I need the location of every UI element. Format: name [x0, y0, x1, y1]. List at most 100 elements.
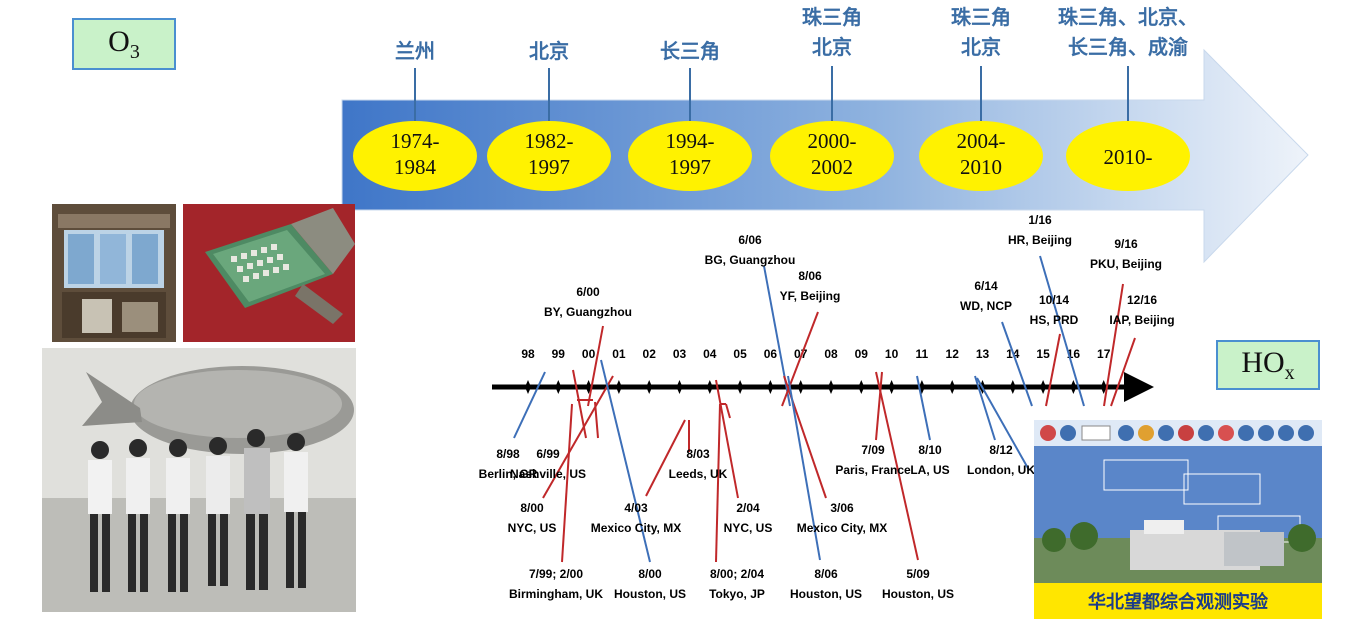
campaign-label: 7/09 Paris, France: [835, 443, 911, 477]
campaign-label-line: 2/04: [736, 501, 760, 515]
device-photo: [183, 204, 355, 342]
campaign-connector: [875, 371, 919, 561]
campaign-connector: [1039, 255, 1085, 407]
group-photo: [42, 348, 356, 612]
campaign-label-line: London, UK: [967, 463, 1035, 477]
year-tick-mark: [615, 380, 622, 394]
campaign-label: 9/16 PKU, Beijing: [1090, 237, 1162, 271]
campaign-label: 7/99; 2/00 Birmingham, UK: [509, 567, 603, 601]
o3-site-label: 珠三角、北京、: [1058, 5, 1198, 29]
campaign-connector: [1103, 283, 1124, 407]
campaign-connector: [513, 371, 546, 439]
o3-site-label: 兰州: [395, 39, 435, 63]
year-tick-label: 03: [673, 347, 687, 361]
year-tick-label: 00: [582, 347, 596, 361]
campaign-connector: [976, 377, 1030, 471]
year-tick-mark: [888, 380, 895, 394]
campaign-label-line: 12/16: [1127, 293, 1157, 307]
o3-period-label: 1997: [669, 155, 711, 179]
campaign-label-line: 8/98: [496, 447, 520, 461]
campaign-label: 8/12 London, UK: [967, 443, 1035, 477]
campaign-label-line: YF, Beijing: [780, 289, 841, 303]
year-tick-mark: [797, 380, 804, 394]
o3-period-ellipse: [353, 121, 477, 191]
o3-period-label: 1982-: [525, 129, 574, 153]
campaign-connector: [645, 419, 686, 497]
o3-period-label: 1984: [394, 155, 437, 179]
campaign-connector: [725, 403, 731, 419]
campaign-label: 8/98 Berlin, GR: [479, 447, 538, 481]
year-tick-label: 13: [976, 347, 990, 361]
o3-period-ellipse: [919, 121, 1043, 191]
campaign-label-line: Houston, US: [790, 587, 862, 601]
campaign-label-line: 9/16: [1114, 237, 1138, 251]
campaign-label-line: Mexico City, MX: [797, 521, 887, 535]
campaign-label: 8/06 YF, Beijing: [780, 269, 841, 303]
o3-site-label: 长三角、成渝: [1068, 35, 1189, 59]
campaign-label-line: 6/06: [738, 233, 762, 247]
campaign-connector: [787, 375, 821, 561]
campaign-label-line: IAP, Beijing: [1109, 313, 1174, 327]
campaign-label-line: 10/14: [1039, 293, 1069, 307]
o3-period-label: 2004-: [957, 129, 1006, 153]
campaign-label-line: HR, Beijing: [1008, 233, 1072, 247]
o3-site-label: 长三角: [660, 39, 720, 63]
campaign-connector: [715, 403, 721, 563]
o3-campaign-1: 北京 1982-1997: [487, 39, 611, 191]
o3-period-label: 1994-: [666, 129, 715, 153]
year-tick-mark: [1040, 380, 1047, 394]
o3-site-label: 北京: [812, 35, 852, 59]
campaign-label-line: WD, NCP: [960, 299, 1012, 313]
year-tick-label: 10: [885, 347, 899, 361]
campaign-label-line: Houston, US: [882, 587, 954, 601]
campaign-label-line: Houston, US: [614, 587, 686, 601]
campaign-label-line: 7/99; 2/00: [529, 567, 583, 581]
campaign-label: 8/10 LA, US: [910, 443, 949, 477]
year-tick-label: 09: [855, 347, 869, 361]
year-tick-mark: [767, 380, 774, 394]
campaign-connector: [1045, 333, 1061, 407]
campaign-label: 10/14 HS, PRD: [1030, 293, 1079, 327]
instrument-photo: [52, 204, 176, 342]
campaign-label-line: 8/10: [918, 443, 942, 457]
year-tick-label: 08: [824, 347, 838, 361]
year-tick-label: 11: [916, 347, 929, 361]
campaign-connector: [1001, 321, 1033, 407]
o3-period-label: 1974-: [391, 129, 440, 153]
campaign-label-line: Nashville, US: [510, 467, 586, 481]
campaign-label: 8/00; 2/04 Tokyo, JP: [709, 567, 765, 601]
campaign-label-line: 8/03: [686, 447, 710, 461]
year-tick-label: 12: [946, 347, 960, 361]
campaign-label: 8/00 NYC, US: [508, 501, 557, 535]
campaign-label: 6/00 BY, Guangzhou: [544, 285, 632, 319]
o3-site-label: 珠三角: [802, 5, 862, 29]
campaign-label: 1/16 HR, Beijing: [1008, 213, 1072, 247]
o3-period-ellipse: [487, 121, 611, 191]
o3-period-ellipse: [628, 121, 752, 191]
o3-campaign-2: 长三角 1994-1997: [628, 39, 752, 191]
year-tick-mark: [1009, 380, 1016, 394]
o3-site-label: 珠三角: [951, 5, 1011, 29]
campaign-label: 4/03 Mexico City, MX: [591, 501, 681, 535]
campaign-connector: [1110, 337, 1136, 407]
campaign-label-line: NYC, US: [724, 521, 773, 535]
campaign-label-line: 8/00: [638, 567, 662, 581]
year-tick-label: 02: [643, 347, 657, 361]
campaign-label-line: Leeds, UK: [669, 467, 728, 481]
year-tick-label: 06: [764, 347, 778, 361]
year-tick-label: 15: [1036, 347, 1050, 361]
year-tick-mark: [706, 380, 713, 394]
campaign-label: 6/14 WD, NCP: [960, 279, 1012, 313]
o3-label: O3: [108, 24, 140, 63]
year-tick-mark: [525, 380, 531, 394]
campaign-label-line: Paris, France: [835, 463, 911, 477]
campaign-connector: [916, 375, 931, 441]
o3-site-label: 北京: [961, 35, 1001, 59]
campaign-label: 3/06 Mexico City, MX: [797, 501, 887, 535]
year-tick-mark: [828, 380, 834, 394]
year-tick-mark: [949, 380, 956, 394]
campaign-label-line: 8/00; 2/04: [710, 567, 764, 581]
campaign-label: 8/00 Houston, US: [614, 567, 686, 601]
